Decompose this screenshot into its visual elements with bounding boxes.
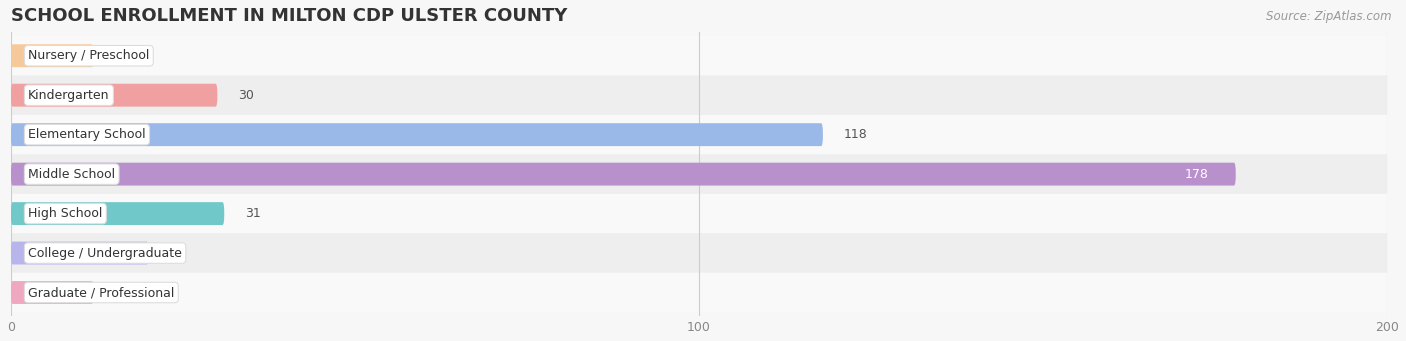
FancyBboxPatch shape <box>11 84 218 107</box>
FancyBboxPatch shape <box>11 115 1388 154</box>
Text: Graduate / Professional: Graduate / Professional <box>28 286 174 299</box>
FancyBboxPatch shape <box>11 273 1388 312</box>
Text: 118: 118 <box>844 128 868 141</box>
Text: Elementary School: Elementary School <box>28 128 146 141</box>
FancyBboxPatch shape <box>11 194 1388 233</box>
Text: SCHOOL ENROLLMENT IN MILTON CDP ULSTER COUNTY: SCHOOL ENROLLMENT IN MILTON CDP ULSTER C… <box>11 7 567 25</box>
Text: 0: 0 <box>114 286 122 299</box>
Text: 31: 31 <box>245 207 260 220</box>
FancyBboxPatch shape <box>11 202 224 225</box>
Text: High School: High School <box>28 207 103 220</box>
Text: Middle School: Middle School <box>28 168 115 181</box>
FancyBboxPatch shape <box>11 75 1388 115</box>
Text: Source: ZipAtlas.com: Source: ZipAtlas.com <box>1267 10 1392 23</box>
Text: Kindergarten: Kindergarten <box>28 89 110 102</box>
FancyBboxPatch shape <box>11 163 1236 186</box>
FancyBboxPatch shape <box>11 123 823 146</box>
Text: Nursery / Preschool: Nursery / Preschool <box>28 49 149 62</box>
Text: 0: 0 <box>114 49 122 62</box>
FancyBboxPatch shape <box>11 36 1388 75</box>
Text: 20: 20 <box>169 247 186 260</box>
FancyBboxPatch shape <box>11 44 94 67</box>
FancyBboxPatch shape <box>11 154 1388 194</box>
FancyBboxPatch shape <box>11 281 94 304</box>
Text: College / Undergraduate: College / Undergraduate <box>28 247 181 260</box>
FancyBboxPatch shape <box>11 242 149 265</box>
Text: 30: 30 <box>238 89 254 102</box>
FancyBboxPatch shape <box>11 233 1388 273</box>
Text: 178: 178 <box>1184 168 1208 181</box>
